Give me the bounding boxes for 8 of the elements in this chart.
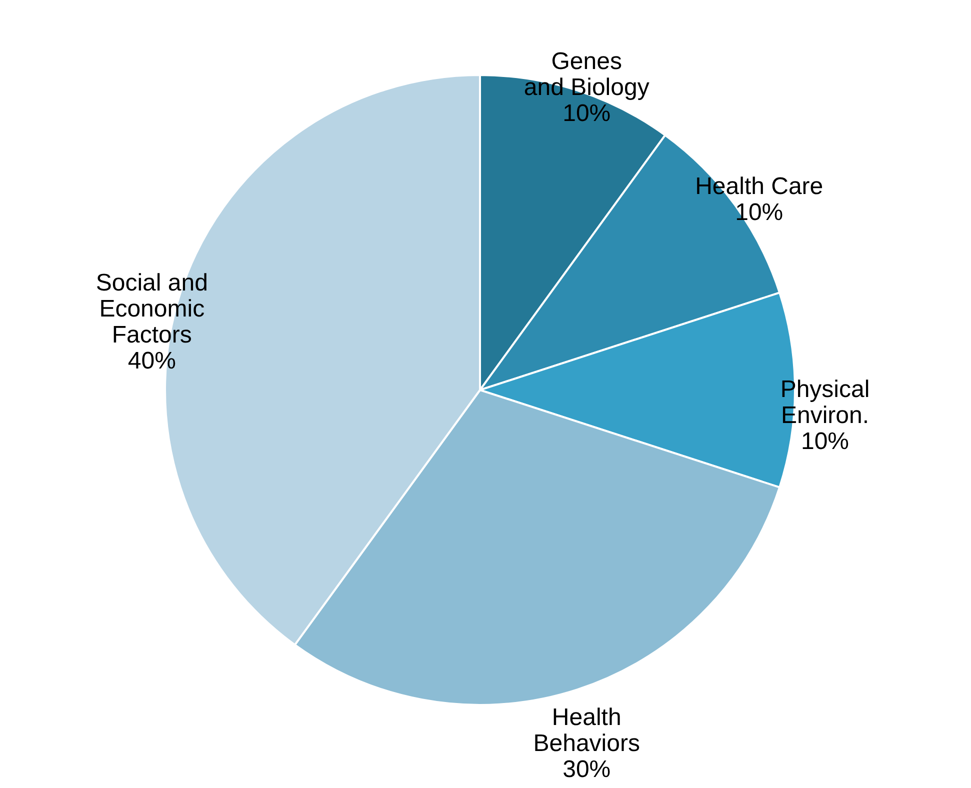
data-label: 30% bbox=[562, 756, 611, 784]
slice-label: Social and Economic Factors bbox=[96, 269, 208, 348]
slice-label: Genes and Biology bbox=[524, 48, 650, 101]
data-label: 10% bbox=[800, 428, 850, 455]
slice-label: Health Behaviors bbox=[533, 704, 640, 758]
data-label: 40% bbox=[128, 347, 176, 374]
data-label: 10% bbox=[735, 199, 784, 226]
data-label: 10% bbox=[562, 100, 611, 127]
